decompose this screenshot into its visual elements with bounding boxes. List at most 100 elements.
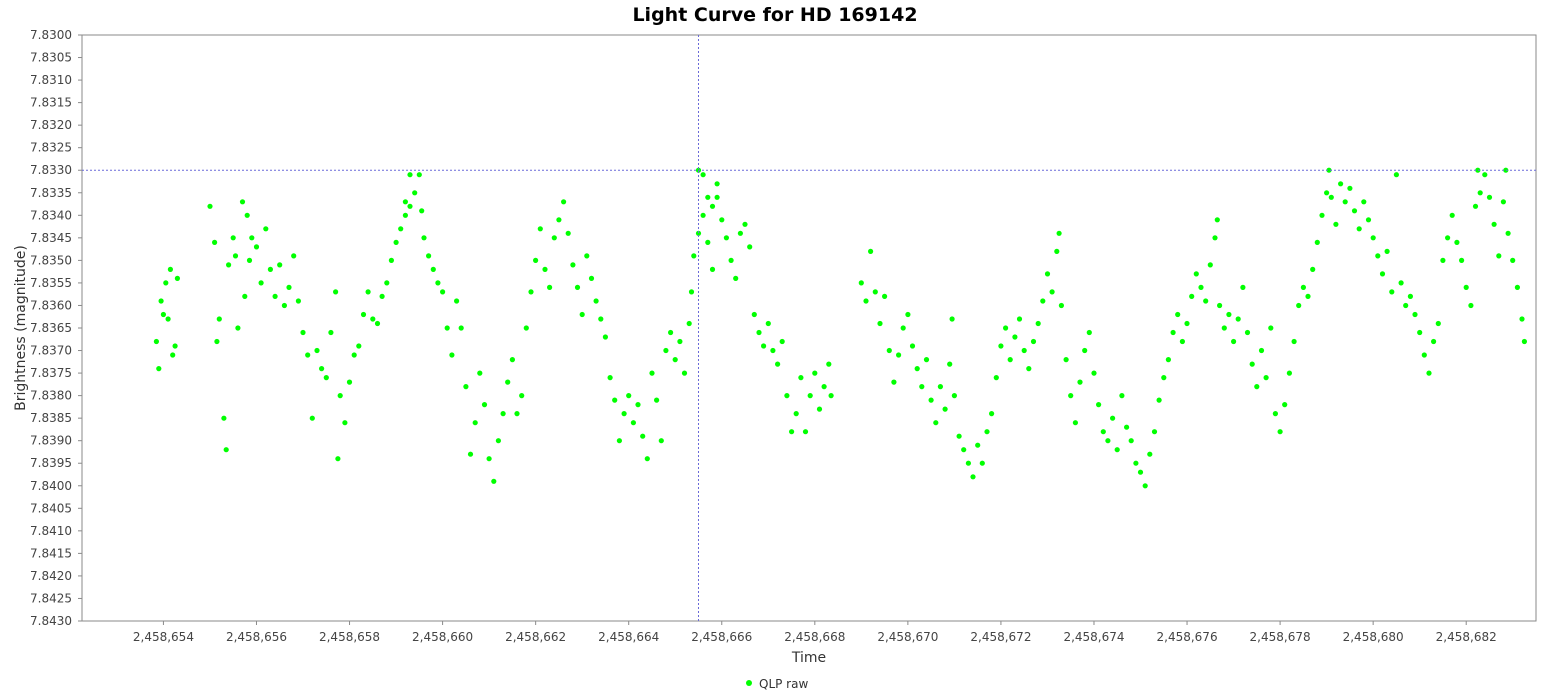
y-tick-label: 7.8370 xyxy=(30,344,72,358)
y-axis-label: Brightness (magnitude) xyxy=(13,245,29,411)
y-tick-label: 7.8305 xyxy=(30,51,72,65)
data-point xyxy=(1054,248,1060,254)
plot-area xyxy=(81,34,1537,622)
data-point xyxy=(1407,293,1413,299)
data-point xyxy=(519,393,525,399)
data-point xyxy=(719,217,725,223)
data-point xyxy=(1003,325,1009,331)
data-point xyxy=(398,226,404,232)
data-point xyxy=(291,253,297,259)
y-tick-label: 7.8390 xyxy=(30,434,72,448)
data-point xyxy=(681,370,688,376)
data-point xyxy=(1435,320,1441,327)
data-point xyxy=(333,289,339,295)
data-point xyxy=(1403,302,1409,309)
data-point xyxy=(1510,257,1516,263)
y-tick-label: 7.8350 xyxy=(30,253,72,267)
y-tick-label: 7.8420 xyxy=(30,569,72,583)
data-point xyxy=(421,235,427,241)
data-point xyxy=(1445,235,1451,241)
data-point xyxy=(1521,338,1527,345)
data-point xyxy=(714,181,720,187)
data-point xyxy=(281,302,287,309)
data-point xyxy=(602,334,609,340)
data-point xyxy=(477,370,483,376)
data-point xyxy=(556,217,562,223)
data-point xyxy=(1056,230,1062,236)
data-point xyxy=(1268,325,1274,331)
y-tick-label: 7.8335 xyxy=(30,186,72,200)
data-point xyxy=(947,361,953,367)
data-point xyxy=(789,429,795,435)
data-point xyxy=(244,212,250,218)
data-point xyxy=(770,347,776,354)
data-point xyxy=(779,338,785,345)
data-point xyxy=(1012,334,1018,340)
data-point xyxy=(570,262,576,268)
y-tick-label: 7.8425 xyxy=(30,591,72,605)
data-point xyxy=(1179,338,1185,345)
data-point xyxy=(1384,248,1390,254)
data-point xyxy=(239,199,246,205)
data-point xyxy=(1421,352,1427,358)
data-point xyxy=(1258,347,1265,354)
data-point xyxy=(454,298,460,304)
x-tick-label: 2,458,664 xyxy=(598,630,659,644)
x-tick-label: 2,458,682 xyxy=(1436,630,1497,644)
data-point xyxy=(1100,429,1106,435)
data-point xyxy=(1133,460,1139,466)
data-points xyxy=(153,167,1527,489)
data-point xyxy=(1305,293,1311,299)
y-tick-label: 7.8430 xyxy=(30,614,72,628)
data-point xyxy=(1026,366,1032,372)
data-point xyxy=(153,338,159,345)
data-point xyxy=(1244,329,1251,336)
data-point xyxy=(1254,384,1260,390)
data-point xyxy=(723,235,730,241)
data-point xyxy=(1328,194,1334,200)
data-point xyxy=(1500,199,1506,205)
data-point xyxy=(230,235,236,241)
data-point xyxy=(1007,357,1013,363)
data-point xyxy=(1193,271,1199,277)
data-point xyxy=(295,298,301,304)
data-point xyxy=(1063,357,1069,363)
data-point xyxy=(249,235,255,241)
data-point xyxy=(1296,302,1302,309)
data-point xyxy=(1249,361,1255,367)
data-point xyxy=(419,208,425,214)
data-point xyxy=(612,397,618,403)
data-point xyxy=(172,343,178,349)
data-point xyxy=(1086,329,1092,336)
data-point xyxy=(663,347,669,354)
data-point xyxy=(1310,266,1316,272)
data-point xyxy=(370,316,376,322)
data-point xyxy=(1482,172,1488,178)
x-tick-label: 2,458,670 xyxy=(877,630,938,644)
data-point xyxy=(923,357,930,363)
data-point xyxy=(579,311,585,318)
data-point xyxy=(379,293,385,299)
data-point xyxy=(547,284,553,290)
data-point xyxy=(1286,370,1292,376)
data-point xyxy=(246,257,253,263)
data-point xyxy=(242,293,248,299)
data-point xyxy=(407,172,413,178)
data-point xyxy=(561,199,567,205)
data-point xyxy=(1105,438,1111,444)
data-point xyxy=(793,411,799,417)
x-tick-label: 2,458,656 xyxy=(226,630,287,644)
data-point xyxy=(1072,420,1078,426)
data-point xyxy=(212,239,218,245)
data-point xyxy=(709,203,716,209)
data-point xyxy=(979,460,985,466)
data-point xyxy=(1472,203,1479,209)
x-axis-label: Time xyxy=(791,650,826,666)
data-point xyxy=(430,266,436,272)
y-tick-label: 7.8410 xyxy=(30,524,72,538)
data-point xyxy=(1326,167,1332,173)
data-point xyxy=(949,316,955,322)
data-point xyxy=(170,352,176,358)
data-point xyxy=(858,280,864,286)
